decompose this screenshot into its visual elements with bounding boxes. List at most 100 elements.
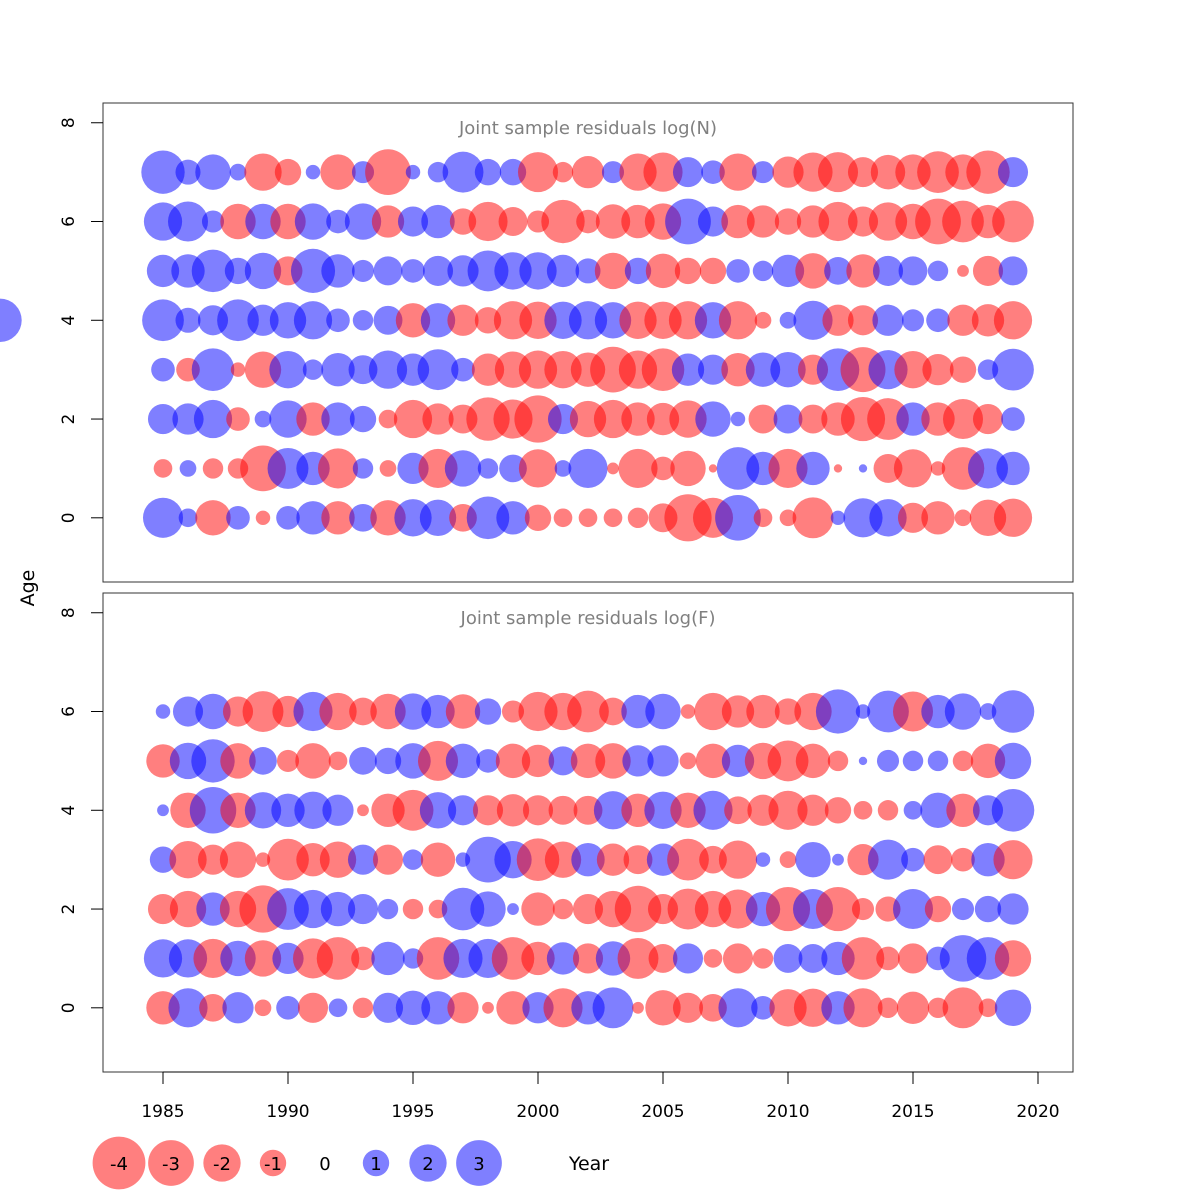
bubble bbox=[942, 200, 984, 243]
bubble bbox=[495, 743, 531, 779]
bubble bbox=[293, 889, 333, 929]
bubble bbox=[422, 403, 454, 435]
bubble bbox=[947, 304, 979, 336]
bubble bbox=[902, 750, 924, 772]
bubble bbox=[672, 992, 704, 1023]
bubble bbox=[774, 698, 802, 725]
bubble bbox=[667, 838, 709, 881]
bubble bbox=[721, 204, 755, 239]
bubble bbox=[394, 693, 432, 730]
bubble bbox=[169, 890, 207, 928]
bubble bbox=[645, 693, 681, 730]
bubble bbox=[672, 943, 704, 974]
bubble bbox=[244, 252, 282, 290]
legend-bubble bbox=[259, 1149, 287, 1177]
bubble bbox=[972, 255, 1004, 286]
bubble bbox=[774, 208, 802, 235]
bubble bbox=[151, 357, 175, 382]
bubble bbox=[571, 842, 605, 877]
bubble bbox=[833, 464, 843, 473]
bubble bbox=[573, 795, 603, 825]
bubble bbox=[593, 791, 633, 830]
bubble bbox=[752, 260, 774, 282]
bubble bbox=[141, 150, 185, 194]
bubble bbox=[421, 204, 455, 239]
bubble bbox=[295, 743, 331, 779]
bubble bbox=[172, 696, 204, 727]
bubble bbox=[603, 508, 623, 528]
bubble bbox=[219, 841, 257, 878]
panel-1: Joint sample residuals log(N) 0 2 4 6 8 bbox=[0, 102, 1074, 583]
bubble bbox=[672, 157, 704, 188]
bubble bbox=[427, 161, 449, 183]
y-tick-label: 8 bbox=[59, 607, 79, 618]
bubble bbox=[554, 460, 572, 477]
bubble bbox=[793, 300, 833, 340]
bubble bbox=[146, 744, 180, 778]
bubble bbox=[393, 399, 433, 439]
bubble bbox=[321, 402, 355, 436]
bubble bbox=[220, 203, 256, 240]
bubble bbox=[997, 893, 1029, 925]
bubble bbox=[703, 949, 723, 968]
bubble bbox=[521, 941, 555, 976]
bubble bbox=[599, 697, 627, 726]
bubble bbox=[618, 448, 658, 489]
bubble bbox=[997, 157, 1029, 188]
bubble bbox=[718, 889, 758, 929]
legend-label: 0 bbox=[319, 1154, 330, 1175]
bubble bbox=[872, 255, 904, 286]
bubble bbox=[771, 254, 805, 288]
bubble bbox=[471, 353, 505, 386]
x-tick-label: 2000 bbox=[516, 1102, 559, 1122]
bubble bbox=[596, 843, 630, 876]
bubble bbox=[321, 501, 355, 535]
bubble bbox=[832, 853, 844, 866]
bubble bbox=[296, 842, 330, 877]
bubble bbox=[966, 150, 1010, 194]
legend-bubble bbox=[203, 1144, 241, 1182]
bubble bbox=[595, 204, 631, 239]
bubble bbox=[395, 990, 431, 1026]
bubble bbox=[328, 998, 348, 1018]
y-tick-label: 0 bbox=[59, 1002, 79, 1013]
y-tick-label: 6 bbox=[59, 706, 79, 717]
x-tick-label: 1985 bbox=[141, 1102, 184, 1122]
bubble bbox=[641, 348, 685, 391]
bubble bbox=[302, 359, 324, 380]
bubble bbox=[877, 800, 899, 821]
y-tick-label: 4 bbox=[59, 805, 79, 816]
bubble bbox=[255, 510, 271, 526]
bubble bbox=[247, 304, 279, 336]
bubble bbox=[548, 746, 578, 776]
bubble bbox=[352, 997, 374, 1019]
bubble bbox=[897, 502, 929, 533]
bubble bbox=[876, 946, 900, 971]
bubble bbox=[921, 501, 955, 535]
bubble bbox=[621, 402, 655, 436]
bubble bbox=[993, 301, 1033, 340]
bubble bbox=[142, 299, 184, 342]
bubble bbox=[951, 847, 975, 872]
bubble bbox=[858, 464, 868, 473]
bubble bbox=[394, 499, 432, 537]
bubble bbox=[472, 795, 504, 826]
bubble bbox=[607, 462, 619, 475]
bubble bbox=[371, 205, 405, 238]
bubble bbox=[155, 704, 171, 719]
bubble bbox=[379, 460, 397, 477]
bubble bbox=[841, 937, 885, 980]
bubble bbox=[374, 747, 402, 775]
bubble bbox=[647, 745, 679, 777]
bubble bbox=[745, 352, 781, 387]
bubble bbox=[290, 248, 336, 293]
bubble bbox=[249, 747, 277, 775]
bubble bbox=[441, 887, 485, 931]
bubble bbox=[876, 749, 900, 772]
bubble bbox=[445, 743, 481, 779]
bubble bbox=[927, 997, 949, 1019]
bubble bbox=[795, 253, 831, 289]
bubble bbox=[994, 742, 1032, 780]
bubbles bbox=[143, 689, 1035, 1029]
bubble bbox=[768, 448, 808, 489]
